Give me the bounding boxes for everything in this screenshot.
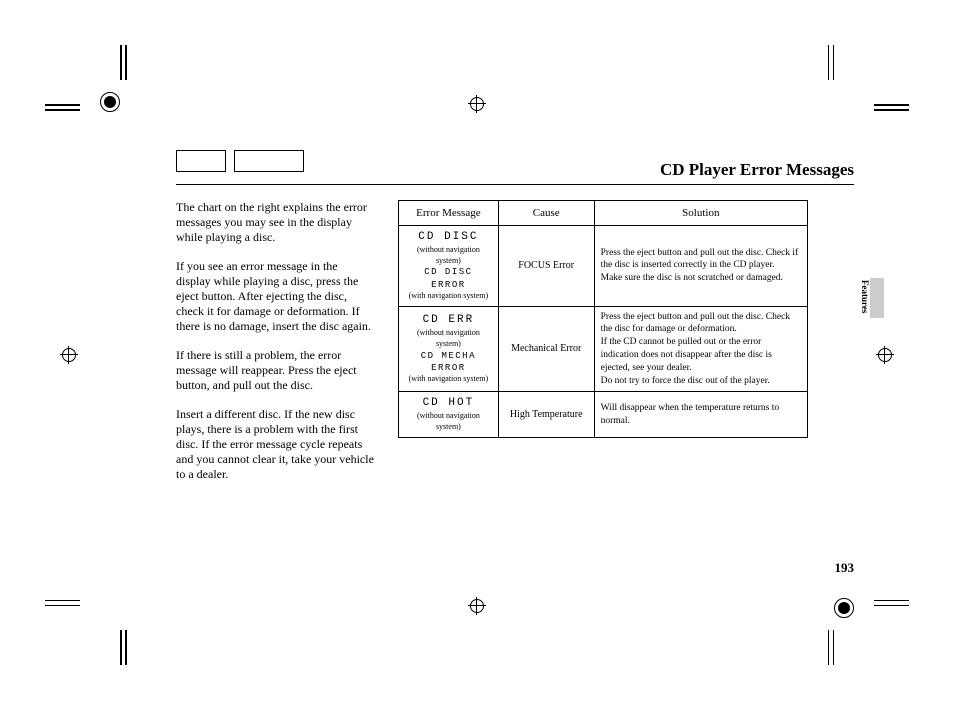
error-code-note: (without navigation system) <box>405 328 492 350</box>
error-code-note: (without navigation system) <box>405 411 492 433</box>
crop-mark <box>874 104 909 106</box>
crop-mark <box>125 630 127 665</box>
title-rule <box>176 184 854 185</box>
error-code-note: (with navigation system) <box>405 291 492 302</box>
cause-cell: Mechanical Error <box>498 306 594 392</box>
crop-mark <box>874 605 909 607</box>
registration-mark-icon <box>834 598 854 618</box>
body-text-column: The chart on the right explains the erro… <box>176 200 374 496</box>
table-header: Error Message <box>399 201 499 226</box>
table-row: CD ERR(without navigation system)CD MECH… <box>399 306 808 392</box>
error-code-note: (with navigation system) <box>405 374 492 385</box>
page-number: 193 <box>835 560 855 576</box>
table-header: Cause <box>498 201 594 226</box>
crop-mark <box>120 630 122 665</box>
lcd-error-code: CD HOT <box>405 396 492 411</box>
paragraph: The chart on the right explains the erro… <box>176 200 374 245</box>
crop-mark <box>874 600 909 602</box>
cause-cell: FOCUS Error <box>498 226 594 307</box>
crop-mark <box>45 605 80 607</box>
error-message-cell: CD ERR(without navigation system)CD MECH… <box>399 306 499 392</box>
error-message-cell: CD HOT(without navigation system) <box>399 392 499 437</box>
section-tab <box>870 278 884 318</box>
paragraph: Insert a different disc. If the new disc… <box>176 407 374 482</box>
table-header: Solution <box>594 201 807 226</box>
lcd-error-code: CD DISC <box>405 230 492 245</box>
error-message-table: Error Message Cause Solution CD DISC(wit… <box>398 200 808 438</box>
cross-mark-icon <box>468 95 486 113</box>
crop-mark <box>828 45 830 80</box>
cause-cell: High Temperature <box>498 392 594 437</box>
crop-mark <box>45 109 80 111</box>
crop-mark <box>45 600 80 602</box>
solution-cell: Press the eject button and pull out the … <box>594 226 807 307</box>
registration-mark-icon <box>100 92 120 112</box>
error-message-cell: CD DISC(without navigation system)CD DIS… <box>399 226 499 307</box>
table-row: CD HOT(without navigation system)High Te… <box>399 392 808 437</box>
solution-cell: Will disappear when the temperature retu… <box>594 392 807 437</box>
paragraph: If you see an error message in the displ… <box>176 259 374 334</box>
crop-mark <box>45 104 80 106</box>
crop-mark <box>833 45 835 80</box>
crop-mark <box>828 630 830 665</box>
crop-mark <box>874 109 909 111</box>
paragraph: If there is still a problem, the error m… <box>176 348 374 393</box>
lcd-error-code: CD DISC ERROR <box>405 266 492 290</box>
crop-mark <box>125 45 127 80</box>
lcd-error-code: CD ERR <box>405 313 492 328</box>
page-title: CD Player Error Messages <box>660 160 854 180</box>
table-header-row: Error Message Cause Solution <box>399 201 808 226</box>
header-blank-box <box>176 150 226 172</box>
lcd-error-code: CD MECHA ERROR <box>405 350 492 374</box>
cross-mark-icon <box>60 346 78 364</box>
cross-mark-icon <box>876 346 894 364</box>
table-row: CD DISC(without navigation system)CD DIS… <box>399 226 808 307</box>
solution-cell: Press the eject button and pull out the … <box>594 306 807 392</box>
section-tab-label: Features <box>860 280 870 313</box>
cross-mark-icon <box>468 597 486 615</box>
error-code-note: (without navigation system) <box>405 245 492 267</box>
crop-mark <box>833 630 835 665</box>
header-blank-box <box>234 150 304 172</box>
crop-mark <box>120 45 122 80</box>
